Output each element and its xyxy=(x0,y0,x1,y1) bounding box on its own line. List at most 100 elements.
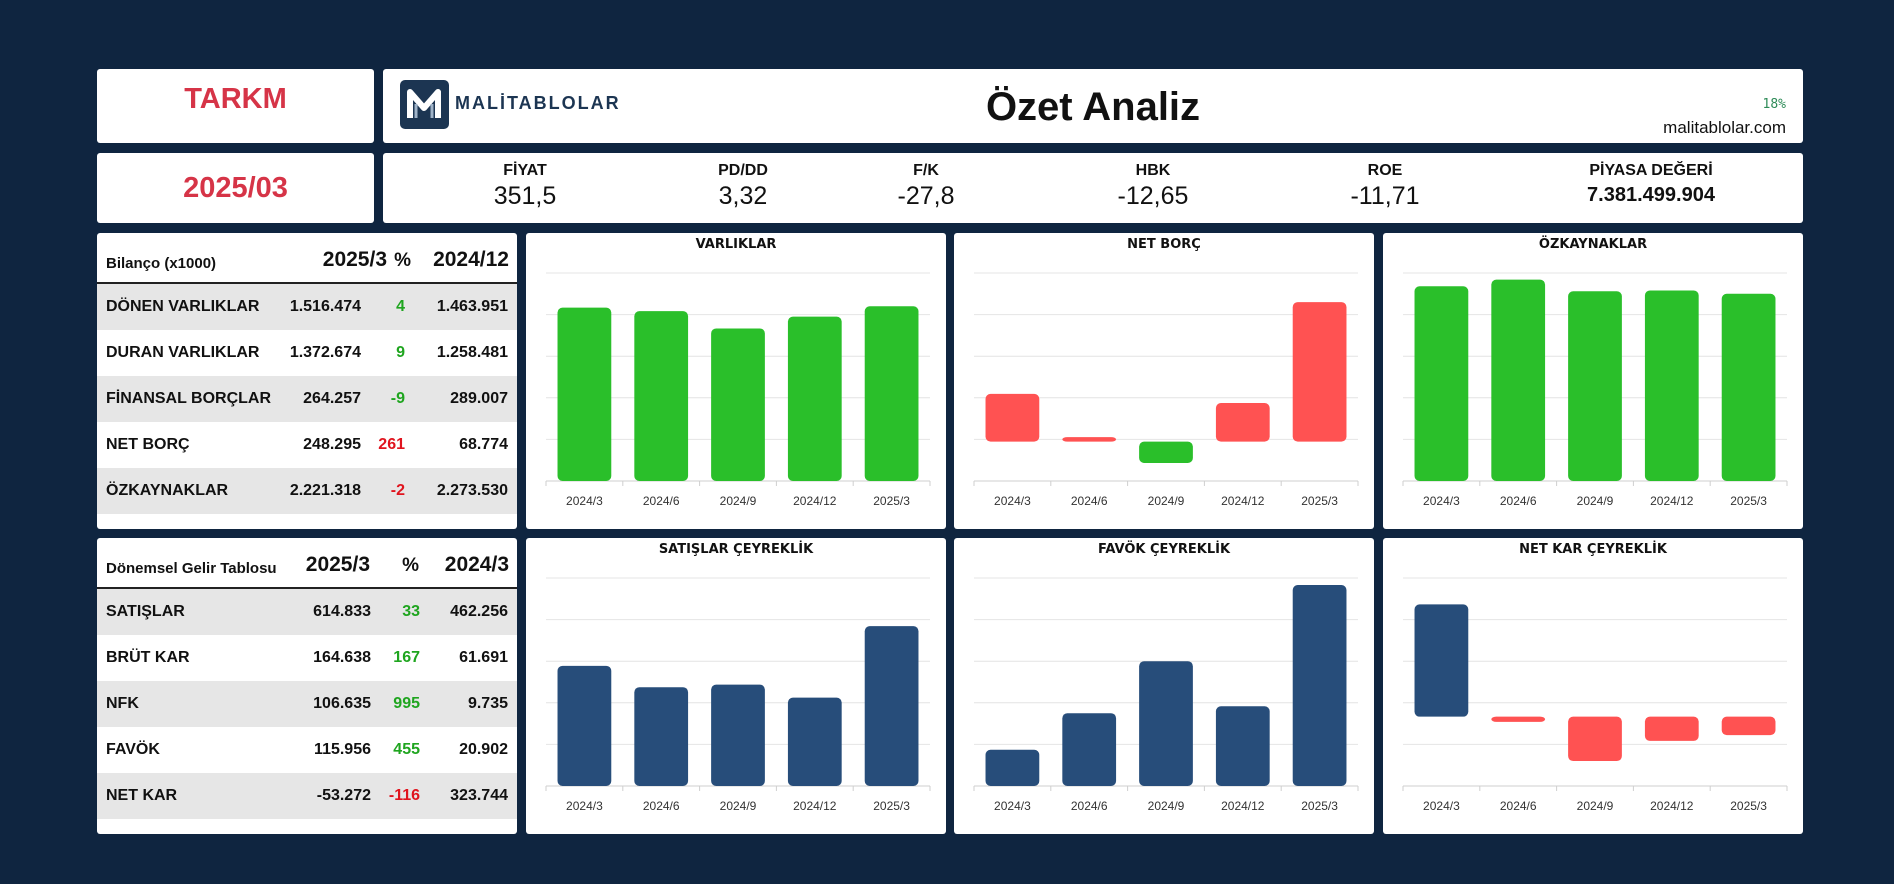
row-label: FİNANSAL BORÇLAR xyxy=(106,390,272,407)
row-pct: 4 xyxy=(396,298,405,315)
row-label: DÖNEN VARLIKLAR xyxy=(106,298,260,315)
row-current: 1.372.674 xyxy=(289,344,361,361)
bar xyxy=(864,626,919,786)
income-table: Dönemsel Gelir Tablosu 2025/3 % 2024/3 S… xyxy=(97,538,517,834)
chart-net-debt: NET BORÇ 2024/3 2024/6 2024/9 2024/12 2025/3 xyxy=(954,233,1374,529)
table-row: NET BORÇ 248.295 261 68.774 xyxy=(97,422,517,468)
row-pct: 167 xyxy=(393,649,420,666)
table-header: Dönemsel Gelir Tablosu 2025/3 % 2024/3 xyxy=(97,538,517,589)
bar xyxy=(1644,716,1699,741)
row-label: FAVÖK xyxy=(106,741,160,758)
chart-net-debt-svg: 2024/3 2024/6 2024/9 2024/12 2025/3 xyxy=(973,272,1359,508)
x-tick-label: 2024/9 xyxy=(1577,799,1614,813)
x-tick-label: 2024/3 xyxy=(994,494,1031,508)
row-current: 1.516.474 xyxy=(289,298,361,315)
row-pct: 33 xyxy=(402,603,420,620)
chart-equity-svg: 2024/3 2024/6 2024/9 2024/12 2025/3 xyxy=(1402,272,1788,508)
metric-pb: PD/DD 3,32 xyxy=(628,162,858,211)
row-previous: 323.744 xyxy=(450,787,508,804)
bar xyxy=(1292,302,1347,442)
page-title: Özet Analiz xyxy=(985,85,1201,129)
bar xyxy=(787,697,842,786)
chart-title: VARLIKLAR xyxy=(695,237,777,252)
x-tick-label: 2024/6 xyxy=(1500,494,1537,508)
bar xyxy=(1062,437,1117,442)
chart-sales-svg: 2024/3 2024/6 2024/9 2024/12 2025/3 xyxy=(545,577,931,813)
metric-label: PD/DD xyxy=(718,162,768,179)
chart-title: SATIŞLAR ÇEYREKLİK xyxy=(658,542,814,557)
table-header-pct: % xyxy=(402,555,419,576)
x-tick-label: 2025/3 xyxy=(873,494,910,508)
row-current: 264.257 xyxy=(303,390,361,407)
metric-price: FİYAT 351,5 xyxy=(410,162,640,211)
bar xyxy=(1414,286,1469,481)
bar xyxy=(864,306,919,481)
row-pct: 455 xyxy=(393,741,420,758)
row-previous: 1.463.951 xyxy=(436,298,508,315)
table-row: SATIŞLAR 614.833 33 462.256 xyxy=(97,589,517,635)
metric-value: -11,71 xyxy=(1350,182,1420,210)
x-tick-label: 2024/12 xyxy=(1221,494,1265,508)
metrics-panel: FİYAT 351,5 PD/DD 3,32 F/K -27,8 HBK -12… xyxy=(383,153,1803,223)
chart-title: ÖZKAYNAKLAR xyxy=(1538,237,1648,252)
row-previous: 462.256 xyxy=(450,603,508,620)
bar xyxy=(1139,441,1193,464)
table-row: BRÜT KAR 164.638 167 61.691 xyxy=(97,635,517,681)
row-previous: 289.007 xyxy=(450,390,508,407)
bar xyxy=(634,311,689,481)
row-pct: 9 xyxy=(396,344,405,361)
row-current: 614.833 xyxy=(313,603,371,620)
header-panel: MALİTABLOLAR Özet Analiz 18% malitablola… xyxy=(383,69,1803,143)
x-tick-label: 2024/6 xyxy=(1500,799,1537,813)
table-row: DURAN VARLIKLAR 1.372.674 9 1.258.481 xyxy=(97,330,517,376)
row-previous: 1.258.481 xyxy=(436,344,508,361)
bar xyxy=(711,328,765,481)
metric-label: HBK xyxy=(1135,162,1171,179)
row-pct: -116 xyxy=(388,787,420,804)
bar xyxy=(1644,290,1699,481)
row-label: ÖZKAYNAKLAR xyxy=(106,482,229,499)
table-row: NFK 106.635 995 9.735 xyxy=(97,681,517,727)
x-tick-label: 2025/3 xyxy=(1301,494,1338,508)
bar xyxy=(1721,293,1776,481)
bar xyxy=(985,393,1040,442)
x-tick-label: 2024/6 xyxy=(643,494,680,508)
bar xyxy=(1568,716,1622,762)
row-current: 248.295 xyxy=(303,436,361,453)
row-current: -53.272 xyxy=(316,787,371,804)
chart-sales: SATIŞLAR ÇEYREKLİK 2024/3 2024/6 2024/9 202… xyxy=(526,538,946,834)
x-tick-label: 2024/9 xyxy=(1148,494,1185,508)
metric-value: 7.381.499.904 xyxy=(1587,184,1715,206)
x-tick-label: 2025/3 xyxy=(1730,799,1767,813)
row-pct: 261 xyxy=(378,436,405,453)
table-header-previous: 2024/12 xyxy=(433,248,509,271)
chart-assets-svg: 2024/3 2024/6 2024/9 2024/12 2025/3 xyxy=(545,272,931,508)
metric-label: FİYAT xyxy=(503,162,547,179)
table-row: FAVÖK 115.956 455 20.902 xyxy=(97,727,517,773)
chart-assets: VARLIKLAR 2024/3 2024/6 2024/9 2024/12 2025/… xyxy=(526,233,946,529)
row-previous: 68.774 xyxy=(459,436,508,453)
row-label: NFK xyxy=(106,695,139,712)
row-label: DURAN VARLIKLAR xyxy=(106,344,260,361)
table-header-current: 2025/3 xyxy=(305,553,370,576)
x-tick-label: 2024/9 xyxy=(1577,494,1614,508)
bar xyxy=(1491,716,1546,722)
row-label: BRÜT KAR xyxy=(106,649,190,666)
x-tick-label: 2024/3 xyxy=(994,799,1031,813)
bar xyxy=(557,665,612,786)
bar xyxy=(1062,713,1117,786)
ticker-panel: TARKM xyxy=(97,69,374,143)
chart-title: NET BORÇ xyxy=(1127,237,1201,252)
row-pct: -2 xyxy=(390,482,405,499)
table-header-previous: 2024/3 xyxy=(444,553,509,576)
x-tick-label: 2024/3 xyxy=(1423,799,1460,813)
x-tick-label: 2024/9 xyxy=(1148,799,1185,813)
x-tick-label: 2024/9 xyxy=(720,494,757,508)
row-previous: 2.273.530 xyxy=(436,482,508,499)
site-link[interactable]: malitablolar.com xyxy=(1663,118,1786,137)
row-previous: 61.691 xyxy=(459,649,508,666)
balance-table: Bilanço (x1000) 2025/3 % 2024/12 DÖNEN V… xyxy=(97,233,517,529)
x-tick-label: 2024/12 xyxy=(1221,799,1265,813)
chart-title: FAVÖK ÇEYREKLİK xyxy=(1097,542,1231,557)
chart-net-profit: NET KAR ÇEYREKLİK 2024/3 2024/6 2024/9 2024… xyxy=(1383,538,1803,834)
